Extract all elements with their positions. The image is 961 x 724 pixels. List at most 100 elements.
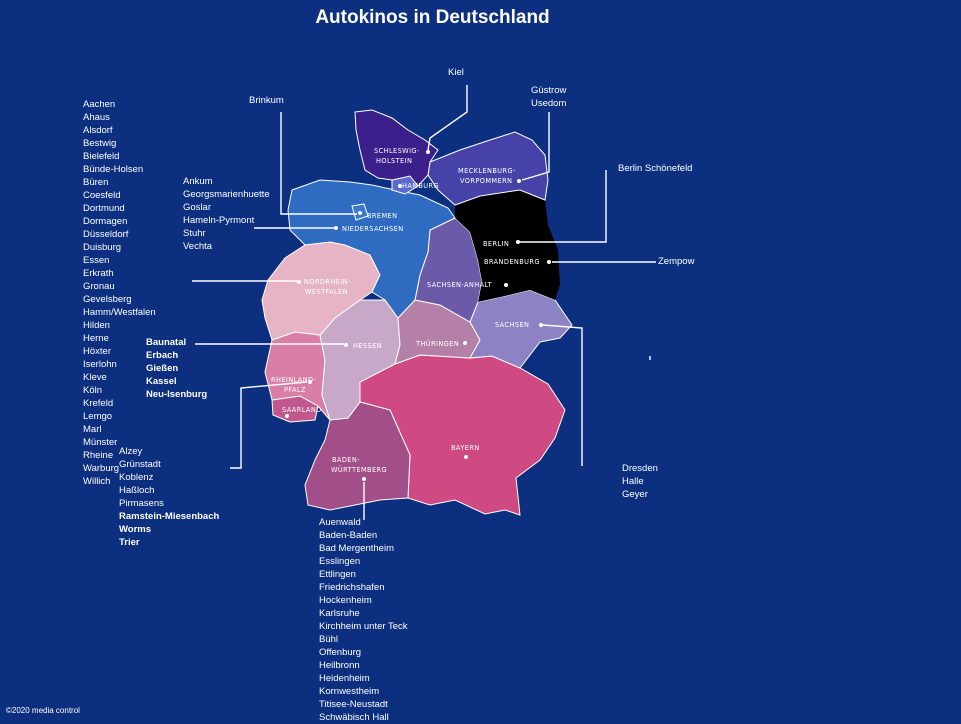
label-bw-1: BADEN- bbox=[332, 456, 360, 464]
list-item: Grünstadt bbox=[119, 459, 161, 470]
list-item: Koblenz bbox=[119, 472, 154, 483]
list-item: Gevelsberg bbox=[83, 294, 132, 305]
list-item: Iserlohn bbox=[83, 359, 117, 370]
label-hessen: HESSEN bbox=[353, 342, 382, 350]
list-niedersachsen: Ankum Georgsmarienhuette Goslar Hameln-Pyrm… bbox=[183, 175, 270, 253]
list-item: Willich bbox=[83, 476, 111, 487]
list-item: Münster bbox=[83, 437, 118, 448]
list-item: Erbach bbox=[146, 350, 179, 361]
list-item: Bielefeld bbox=[83, 151, 120, 162]
list-rheinland-pfalz: Alzey Grünstadt Koblenz Haßloch Pirmasens bbox=[119, 445, 164, 510]
list-baden-wuerttemberg: Auenwald Baden-Baden Bad Mergentheim Esslin… bbox=[319, 516, 408, 724]
label-bremen: BREMEN bbox=[367, 212, 397, 220]
label-nrw-2: WESTFALEN bbox=[305, 288, 348, 296]
list-item: Esslingen bbox=[319, 556, 361, 567]
list-rheinland-pfalz-bold: Ramstein-Miesenbach Worms Trier bbox=[119, 510, 219, 549]
list-item: Georgsmarienhuette bbox=[183, 189, 270, 200]
list-item: Bühl bbox=[319, 634, 339, 645]
list-item: Bestwig bbox=[83, 138, 117, 149]
list-item: Güstrow bbox=[531, 85, 567, 96]
list-item: Usedom bbox=[531, 98, 567, 109]
list-item: Aachen bbox=[83, 99, 116, 110]
label-berlin-schoenefeld: Berlin Schönefeld bbox=[618, 163, 693, 174]
list-item: Hameln-Pyrmont bbox=[183, 215, 255, 226]
label-mecklenburg-1: MECKLENBURG- bbox=[458, 167, 516, 175]
list-item: Goslar bbox=[183, 202, 211, 213]
state-mecklenburg-vorpommern bbox=[427, 131, 549, 206]
list-item: Halle bbox=[622, 476, 644, 487]
list-item: Kornwestheim bbox=[319, 686, 380, 697]
list-item: Haßloch bbox=[119, 485, 155, 496]
label-sachsen: SACHSEN bbox=[495, 321, 529, 329]
list-item: Warburg bbox=[83, 463, 120, 474]
list-item: Lemgo bbox=[83, 411, 113, 422]
list-item: Marl bbox=[83, 424, 102, 435]
label-hamburg: HAMBURG bbox=[402, 182, 439, 190]
list-item: Duisburg bbox=[83, 242, 122, 253]
label-kiel: Kiel bbox=[448, 67, 464, 78]
map-dots bbox=[285, 150, 551, 481]
list-item: Hilden bbox=[83, 320, 110, 331]
list-item: Düsseldorf bbox=[83, 229, 129, 240]
list-item: Alzey bbox=[119, 446, 143, 457]
label-rheinland-pfalz-1: RHEINLAND- bbox=[271, 376, 317, 384]
label-schleswig-holstein-1: SCHLESWIG- bbox=[374, 147, 420, 155]
label-brandenburg: BRANDENBURG bbox=[484, 258, 540, 266]
list-item: Hamm/Westfalen bbox=[83, 307, 156, 318]
list-item: Krefeld bbox=[83, 398, 114, 409]
list-item: Schwäbisch Hall bbox=[319, 712, 389, 723]
list-mecklenburg: Güstrow Usedom bbox=[531, 84, 566, 110]
list-item: Bünde-Holsen bbox=[83, 164, 144, 175]
list-item: Gießen bbox=[146, 363, 179, 374]
label-mecklenburg-2: VORPOMMERN bbox=[460, 177, 512, 185]
list-item: Friedrichshafen bbox=[319, 582, 385, 593]
list-item: Trier bbox=[119, 537, 140, 548]
label-bayern: BAYERN bbox=[451, 444, 480, 452]
list-item: Alsdorf bbox=[83, 125, 113, 136]
state-hessen bbox=[319, 299, 401, 421]
state-schleswig-holstein bbox=[354, 109, 439, 187]
label-niedersachsen: NIEDERSACHSEN bbox=[342, 225, 404, 233]
list-item: Gronau bbox=[83, 281, 115, 292]
list-item: Köln bbox=[83, 385, 103, 396]
list-item: Geyer bbox=[622, 489, 648, 500]
list-item: Neu-Isenburg bbox=[146, 389, 208, 400]
list-item: Ramstein-Miesenbach bbox=[119, 511, 220, 522]
state-brandenburg bbox=[455, 190, 560, 302]
list-item: Kirchheim unter Teck bbox=[319, 621, 408, 632]
list-item: Titisee-Neustadt bbox=[319, 699, 388, 710]
list-item: Herne bbox=[83, 333, 109, 344]
list-item: Bad Mergentheim bbox=[319, 543, 394, 554]
list-item: Vechta bbox=[183, 241, 213, 252]
list-item: Heilbronn bbox=[319, 660, 360, 671]
label-schleswig-holstein-2: HOLSTEIN bbox=[376, 157, 412, 165]
list-item: Worms bbox=[119, 524, 152, 535]
list-item: Ettlingen bbox=[319, 569, 356, 580]
label-bw-2: WÜRTTEMBERG bbox=[331, 465, 387, 474]
list-item: Pirmasens bbox=[119, 498, 164, 509]
list-item: Stuhr bbox=[183, 228, 206, 239]
list-item: Baunatal bbox=[146, 337, 187, 348]
label-brinkum: Brinkum bbox=[249, 95, 284, 106]
list-item: Höxter bbox=[83, 346, 111, 357]
list-nordrhein-westfalen: Aachen Ahaus Alsdorf Bestwig Bielefeld Bünde-… bbox=[83, 98, 156, 488]
list-item: Ahaus bbox=[83, 112, 110, 123]
list-item: Kleve bbox=[83, 372, 107, 383]
label-sachsen-anhalt: SACHSEN-ANHALT bbox=[427, 281, 493, 289]
state-baden-wuerttemberg bbox=[304, 401, 411, 511]
label-berlin: BERLIN bbox=[483, 240, 509, 248]
leader-lines bbox=[192, 85, 656, 520]
list-item: Baden-Baden bbox=[319, 530, 378, 541]
list-item: Kassel bbox=[146, 376, 177, 387]
list-item: Ankum bbox=[183, 176, 213, 187]
label-thueringen: THÜRINGEN bbox=[415, 339, 459, 348]
list-item: Hockenheim bbox=[319, 595, 372, 606]
label-nrw-1: NORDRHEIN- bbox=[304, 278, 351, 286]
label-saarland: SAARLAND bbox=[282, 406, 322, 414]
copyright-text: ©2020 media control bbox=[6, 706, 80, 715]
page-title: Autokinos in Deutschland bbox=[315, 7, 550, 28]
label-zempow: Zempow bbox=[658, 256, 695, 267]
list-item: Büren bbox=[83, 177, 109, 188]
label-rheinland-pfalz-2: PFALZ bbox=[284, 386, 306, 394]
